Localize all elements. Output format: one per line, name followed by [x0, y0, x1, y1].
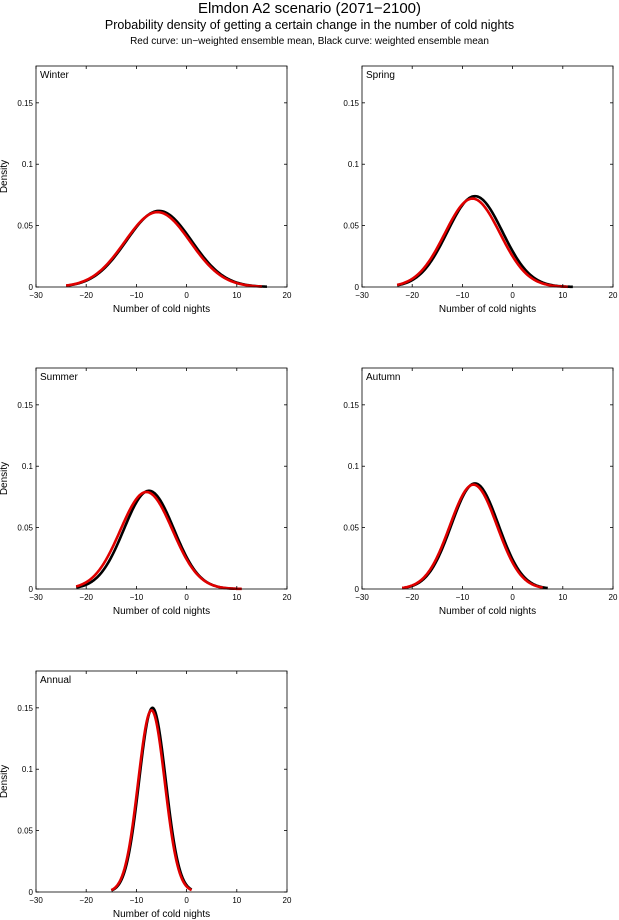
panel-summer: −30 −20 −10 0 10 20 0 0.05 0.1 0.15 Summer Number o…	[0, 367, 292, 617]
summer-axes-frame	[35, 367, 288, 590]
summer-y-axis-label: Density	[0, 462, 10, 495]
spring-y-tick-label: 0	[355, 283, 360, 292]
annual-x-tick-label: −20	[79, 896, 93, 905]
annual-y-tick-label: 0.1	[22, 765, 34, 774]
annual-y-tick-label: 0.05	[17, 827, 33, 836]
summer-x-axis-label: Number of cold nights	[113, 606, 210, 617]
autumn-x-tick-label: −30	[355, 593, 369, 602]
summer-y-tick-label: 0.15	[17, 401, 33, 410]
winter-panel-label: Winter	[40, 70, 70, 81]
autumn-y-tick-label: 0.15	[343, 401, 359, 410]
panel-autumn: −30 −20 −10 0 10 20 0 0.05 0.1 0.15 Autumn Number o…	[343, 367, 618, 617]
summer-panel-label: Summer	[40, 372, 78, 383]
spring-axes-frame	[361, 65, 614, 288]
annual-x-tick-label: 0	[184, 896, 189, 905]
autumn-y-tick-label: 0	[355, 585, 360, 594]
figure-title: Elmdon A2 scenario (2071−2100)	[197, 0, 422, 17]
summer-x-tick-label: −20	[79, 593, 93, 602]
spring-x-tick-label: −20	[405, 291, 419, 300]
summer-curve-weighted-ensemble-mean	[75, 489, 237, 591]
spring-curve-un-weighted-ensemble-mean	[396, 197, 568, 289]
annual-curve-weighted-ensemble-mean	[110, 706, 193, 892]
annual-x-tick-label: −30	[29, 896, 43, 905]
spring-x-tick-label: 10	[558, 291, 567, 300]
summer-x-tick-label: −10	[130, 593, 144, 602]
autumn-x-tick-label: −20	[405, 593, 419, 602]
autumn-axes-frame	[361, 367, 614, 590]
annual-x-tick-label: 20	[283, 896, 292, 905]
annual-panel-label: Annual	[40, 675, 71, 686]
winter-y-axis-label: Density	[0, 160, 10, 193]
winter-curve-un-weighted-ensemble-mean	[65, 210, 262, 288]
winter-y-tick-label: 0.1	[22, 160, 34, 169]
figure-subtitle: Probability density of getting a certain…	[104, 18, 515, 32]
summer-y-tick-label: 0.05	[17, 524, 33, 533]
spring-panel-label: Spring	[366, 70, 395, 81]
winter-x-axis-label: Number of cold nights	[113, 304, 210, 315]
autumn-y-tick-label: 0.1	[348, 462, 360, 471]
autumn-x-tick-label: 10	[558, 593, 567, 602]
autumn-x-tick-label: −10	[456, 593, 470, 602]
figure-caption: Red curve: un−weighted ensemble mean, Bl…	[130, 36, 489, 47]
autumn-curve-un-weighted-ensemble-mean	[401, 483, 544, 590]
winter-x-tick-label: −20	[79, 291, 93, 300]
winter-y-tick-label: 0.05	[17, 222, 33, 231]
autumn-x-tick-label: 20	[609, 593, 618, 602]
summer-curve-un-weighted-ensemble-mean	[75, 490, 242, 591]
summer-x-tick-label: 20	[283, 593, 292, 602]
winter-y-tick-label: 0.15	[17, 99, 33, 108]
autumn-x-axis-label: Number of cold nights	[439, 606, 536, 617]
spring-y-tick-label: 0.1	[348, 160, 360, 169]
summer-x-tick-label: −30	[29, 593, 43, 602]
winter-x-tick-label: 0	[184, 291, 189, 300]
autumn-y-tick-label: 0.05	[343, 524, 359, 533]
autumn-curve-weighted-ensemble-mean	[401, 482, 548, 590]
summer-y-tick-label: 0	[29, 585, 34, 594]
summer-y-tick-label: 0.1	[22, 462, 34, 471]
annual-y-tick-label: 0	[29, 888, 34, 897]
spring-x-axis-label: Number of cold nights	[439, 304, 536, 315]
spring-y-tick-label: 0.15	[343, 99, 359, 108]
spring-x-tick-label: 0	[510, 291, 515, 300]
spring-x-tick-label: 20	[609, 291, 618, 300]
autumn-x-tick-label: 0	[510, 593, 515, 602]
winter-axes-frame	[35, 65, 288, 288]
panel-winter: −30 −20 −10 0 10 20 0 0.05 0.1 0.15 Winter Number o…	[0, 65, 292, 315]
summer-x-tick-label: 0	[184, 593, 189, 602]
winter-y-tick-label: 0	[29, 283, 34, 292]
annual-x-axis-label: Number of cold nights	[113, 909, 210, 920]
winter-x-tick-label: −30	[29, 291, 43, 300]
panel-annual: −30 −20 −10 0 10 20 0 0.05 0.1 0.15 Annual Number o…	[0, 670, 292, 920]
spring-y-tick-label: 0.05	[343, 222, 359, 231]
spring-x-tick-label: −30	[355, 291, 369, 300]
panel-spring: −30 −20 −10 0 10 20 0 0.05 0.1 0.15 Spring Number o…	[343, 65, 618, 315]
summer-x-tick-label: 10	[232, 593, 241, 602]
spring-curve-weighted-ensemble-mean	[396, 194, 573, 289]
annual-y-tick-label: 0.15	[17, 704, 33, 713]
winter-x-tick-label: 10	[232, 291, 241, 300]
annual-axes-frame	[35, 670, 288, 893]
winter-x-tick-label: −10	[130, 291, 144, 300]
annual-curve-un-weighted-ensemble-mean	[110, 708, 193, 892]
annual-y-axis-label: Density	[0, 765, 10, 798]
spring-x-tick-label: −10	[456, 291, 470, 300]
winter-x-tick-label: 20	[283, 291, 292, 300]
annual-x-tick-label: 10	[232, 896, 241, 905]
autumn-panel-label: Autumn	[366, 372, 400, 383]
annual-x-tick-label: −10	[130, 896, 144, 905]
